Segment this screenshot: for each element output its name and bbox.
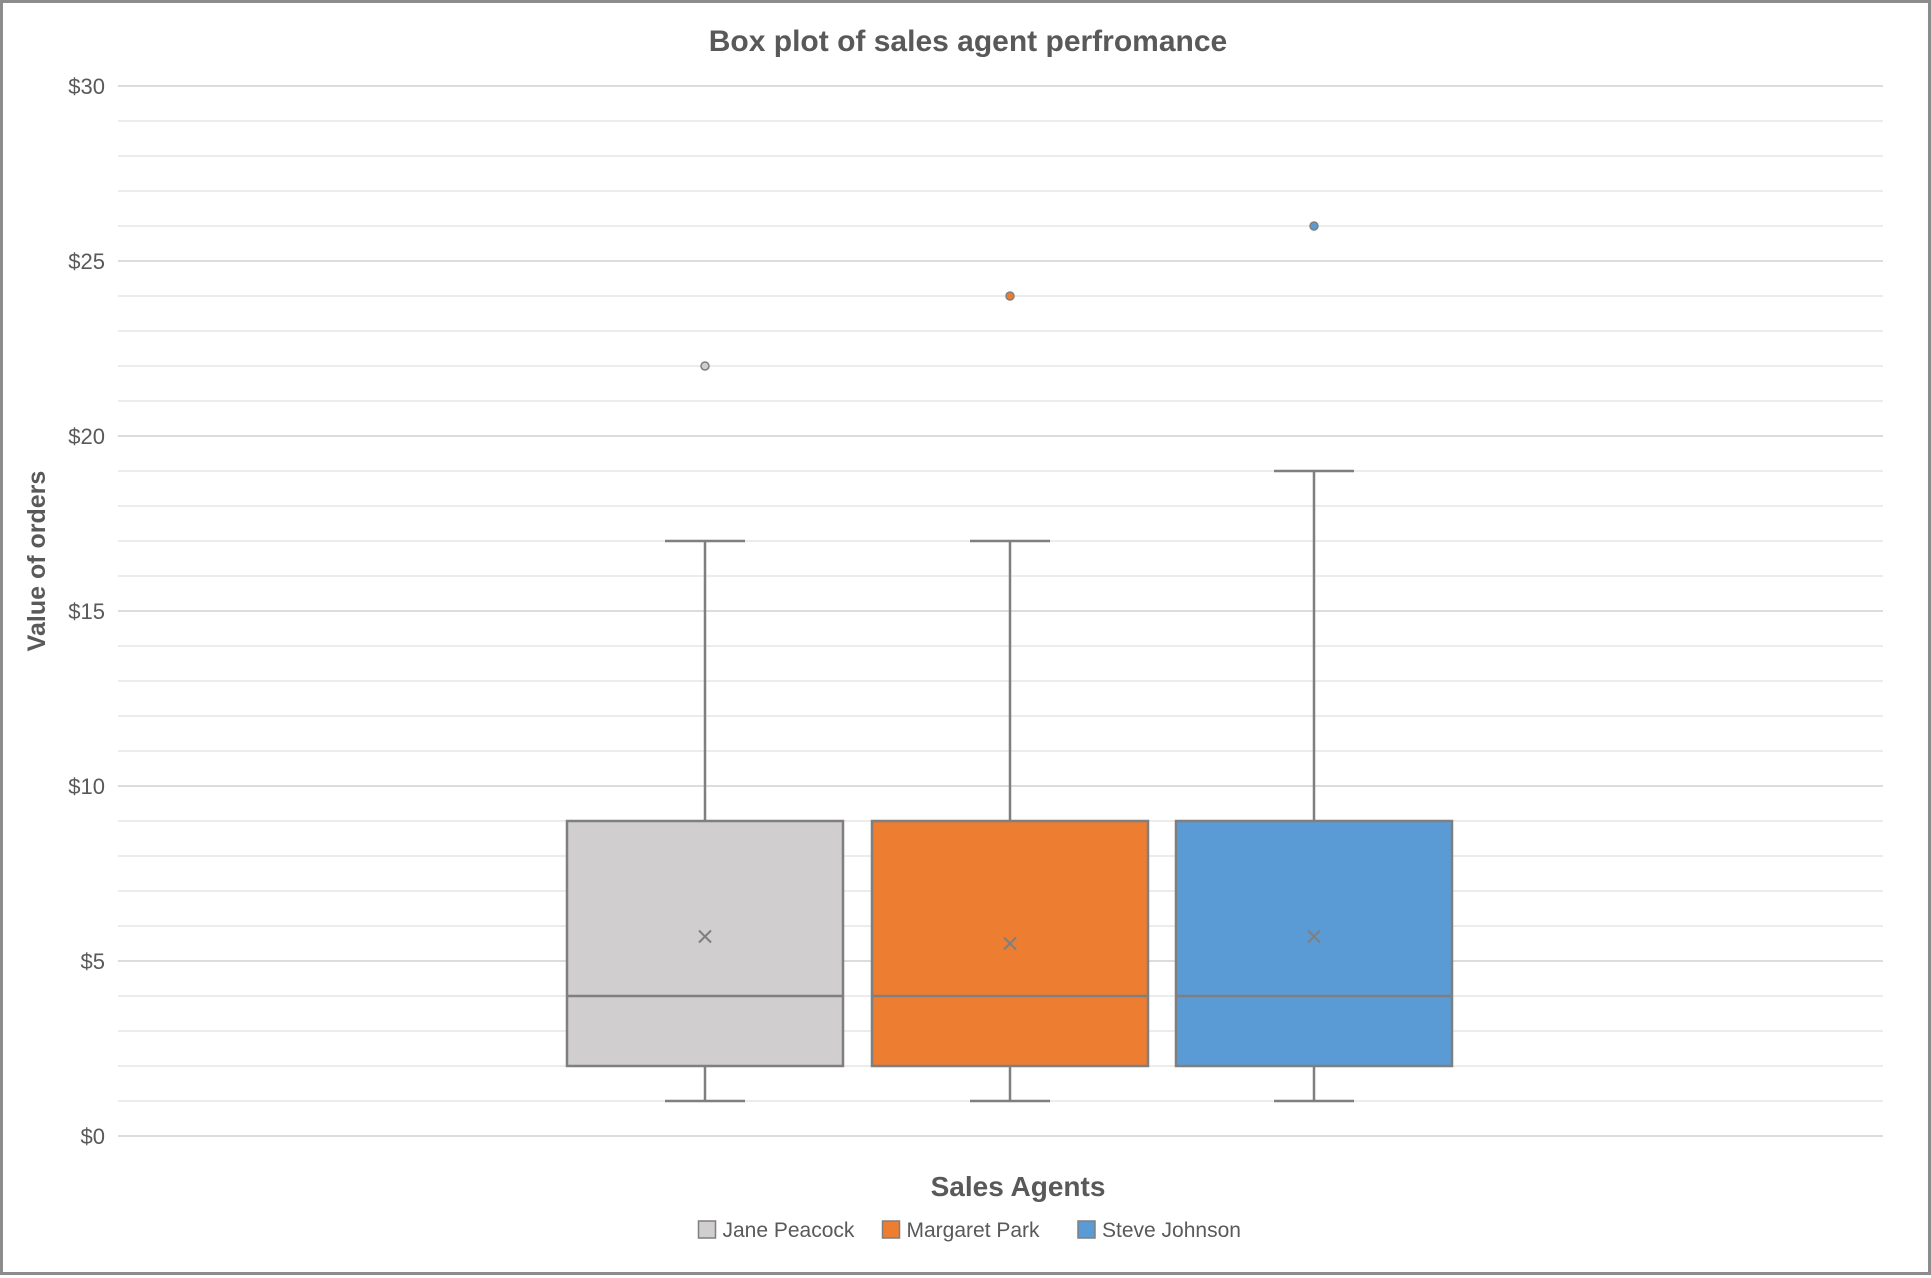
legend: Jane Peacock Margaret Park Steve Johnson (697, 1219, 1241, 1242)
mean-marker (698, 929, 712, 944)
legend-label: Margaret Park (907, 1219, 1041, 1242)
chart-title: Box plot of sales agent perfromance (709, 25, 1227, 58)
boxes (565, 221, 1454, 1103)
legend-label: Steve Johnson (1102, 1219, 1241, 1242)
x-axis-title: Sales Agents (931, 1171, 1106, 1202)
y-tick-label: $10 (68, 774, 105, 799)
legend-label: Jane Peacock (723, 1219, 855, 1242)
outlier-point (1309, 221, 1319, 231)
y-tick-label: $25 (68, 249, 105, 274)
y-tick-label: $5 (81, 949, 105, 974)
legend-item: Steve Johnson (1077, 1219, 1241, 1242)
outlier-point (700, 361, 710, 371)
legend-swatch (1077, 1220, 1096, 1239)
box-body (1174, 819, 1454, 1068)
box-body (565, 819, 845, 1068)
box-plot-chart: Box plot of sales agent perfromance Sale… (23, 25, 1883, 1242)
legend-swatch (697, 1220, 717, 1239)
legend-item: Jane Peacock (697, 1219, 855, 1242)
y-tick-label: $30 (68, 74, 105, 99)
legend-item: Margaret Park (881, 1219, 1041, 1242)
legend-swatch (881, 1220, 901, 1239)
y-tick-label: $20 (68, 424, 105, 449)
box-steve-johnson (1174, 221, 1454, 1103)
y-tick-label: $15 (68, 599, 105, 624)
y-axis-ticks: $0 $5 $10 $15 $20 $25 $30 (68, 74, 105, 1149)
outlier-point (1005, 291, 1015, 301)
y-axis-title: Value of orders (23, 471, 51, 652)
box-jane-peacock (565, 361, 845, 1103)
y-tick-label: $0 (81, 1124, 105, 1149)
mean-marker (1307, 929, 1321, 944)
box-margaret-park (870, 291, 1150, 1103)
mean-marker (1003, 936, 1017, 951)
